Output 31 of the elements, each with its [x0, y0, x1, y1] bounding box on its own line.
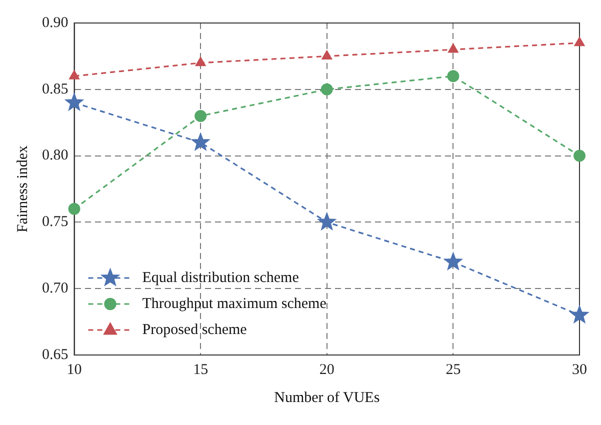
x-tick-label: 25 [446, 362, 461, 378]
point [318, 212, 336, 230]
point [574, 36, 585, 46]
y-tick-label: 0.70 [42, 280, 68, 297]
x-tick-label: 15 [193, 362, 208, 378]
legend-label: Throughput maximum scheme [142, 296, 327, 312]
y-tick-label: 0.65 [42, 346, 68, 363]
x-tick-label: 20 [319, 362, 334, 378]
x-tick-label: 30 [572, 362, 587, 378]
point [448, 44, 458, 53]
point [444, 252, 462, 270]
y-tick-label: 0.85 [42, 81, 68, 98]
y-axis-title: Fairness index [14, 144, 31, 233]
legend-label: Proposed scheme [142, 322, 248, 338]
legend-label: Equal distribution scheme [142, 270, 300, 286]
point [194, 110, 207, 122]
point [195, 56, 206, 66]
point [192, 133, 210, 150]
point [574, 150, 586, 162]
point [68, 202, 80, 215]
x-tick-label: 10 [66, 362, 82, 378]
y-tick-label: 0.80 [42, 148, 68, 164]
y-tick-label: 0.75 [42, 214, 68, 230]
point [322, 50, 332, 60]
y-tick-label: 0.90 [42, 14, 68, 31]
x-axis-title: Number of VUEs [274, 390, 380, 406]
point [65, 93, 84, 110]
point [320, 83, 333, 96]
point [447, 70, 460, 82]
point [68, 70, 80, 80]
point [570, 306, 589, 323]
